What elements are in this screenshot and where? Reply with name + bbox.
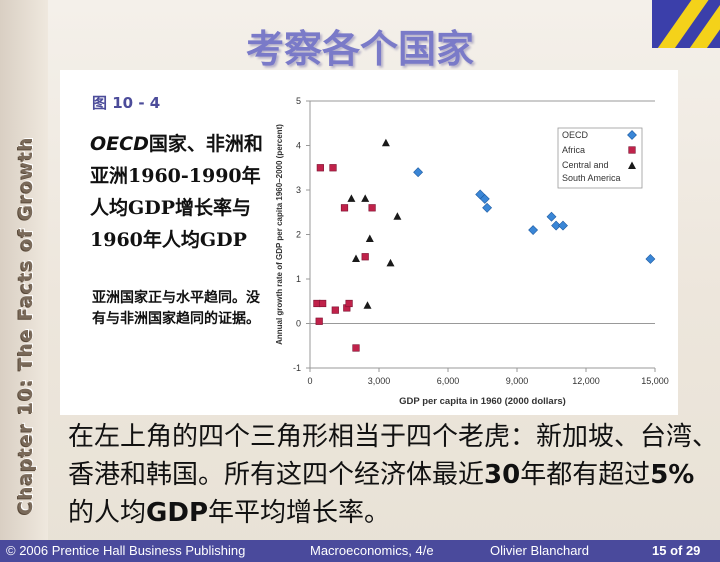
slide-title: 考察各个国家 (245, 27, 474, 71)
square-point (329, 164, 337, 172)
triangle-point (361, 194, 370, 202)
diamond-point (645, 254, 656, 264)
caption-rest: 国家、非洲和亚洲1960-1990年人均GDP增长率与1960年人均GDP (90, 133, 263, 251)
footer-page: 15 of 29 (652, 543, 701, 558)
diamond-point (528, 225, 539, 235)
scatter-chart: -1 0 1 2 3 4 5 0 3,000 6,000 9,000 12,000 15,000 GDP … (275, 96, 669, 407)
legend-triangle-marker (628, 161, 636, 169)
triangle-point (363, 301, 372, 309)
x-tick-label: 0 (307, 376, 312, 386)
body-num-5pct: 5% (650, 460, 695, 490)
slide-body-text: 在左上角的四个三角形相当于四个老虎：新加坡、台湾、香港和韩国。所有这四个经济体最… (68, 418, 718, 532)
y-tick-label: 1 (296, 274, 301, 284)
y-tick-label: 5 (296, 96, 301, 106)
caption-oecd: OECD (90, 133, 149, 155)
legend-label: Central and (562, 160, 609, 170)
footer-bar: © 2006 Prentice Hall Business Publishing… (0, 540, 720, 562)
legend-label: South America (562, 173, 621, 183)
triangle-point (386, 258, 395, 267)
diamond-point (546, 211, 557, 222)
y-tick-label: 2 (296, 230, 301, 240)
y-tick-label: -1 (293, 363, 301, 373)
y-tick-label: 4 (296, 141, 301, 151)
chart-marks (313, 138, 656, 352)
y-axis-label: Annual growth rate of GDP per capita 196… (275, 124, 284, 345)
diamond-point (413, 167, 424, 178)
triangle-point (393, 212, 402, 220)
side-strip: Chapter 10: The Facts of Growth (0, 0, 48, 540)
body-num-30: 30 (484, 460, 521, 490)
diamond-point (558, 220, 568, 231)
y-tick-label: 3 (296, 185, 301, 195)
x-tick-label: 12,000 (572, 376, 600, 386)
square-point (368, 204, 376, 212)
triangle-point (352, 254, 360, 262)
x-tick-label: 15,000 (641, 376, 669, 386)
body-part-3: 的人均 (68, 498, 147, 528)
square-point (331, 306, 339, 314)
chapter-side-title: Chapter 10: The Facts of Growth (15, 136, 37, 515)
triangle-point (381, 138, 390, 147)
x-tick-label: 6,000 (437, 376, 460, 386)
body-part-4: 年平均增长率。 (208, 498, 391, 528)
chart-axes: -1 0 1 2 3 4 5 0 3,000 6,000 9,000 12,000 15,000 GDP … (275, 96, 669, 407)
legend-diamond-marker (627, 130, 637, 140)
square-point (345, 299, 353, 308)
chart-legend: OECD Africa Central and South America (557, 127, 643, 189)
x-tick-label: 3,000 (368, 376, 391, 386)
footer-copyright: © 2006 Prentice Hall Business Publishing (6, 543, 246, 558)
figure-panel (60, 70, 678, 415)
y-tick-label: 0 (296, 319, 301, 329)
body-part-2: 年都有超过 (520, 460, 651, 490)
square-point (319, 299, 327, 308)
figure-caption: OECD国家、非洲和亚洲1960-1990年人均GDP增长率与1960年人均GD… (90, 128, 275, 256)
square-point (361, 253, 369, 261)
body-gdp: GDP (146, 498, 208, 528)
corner-decoration (652, 0, 720, 48)
square-point (340, 204, 349, 212)
body-part-1: 在左上角的四个三角形相当于四个老虎：新加坡、台湾、香港和韩国。所有这四个经济体最… (68, 422, 719, 490)
triangle-point (347, 194, 356, 202)
legend-label: OECD (562, 130, 589, 140)
figure-label: 图 10 - 4 (92, 94, 161, 112)
diamond-point (482, 202, 493, 213)
square-point (316, 164, 324, 172)
footer-author: Olivier Blanchard (490, 543, 589, 558)
x-axis-label: GDP per capita in 1960 (2000 dollars) (399, 396, 566, 407)
diamond-point (551, 220, 562, 231)
legend-label: Africa (562, 145, 585, 155)
triangle-point (365, 234, 374, 242)
square-point (315, 317, 323, 325)
legend-box (557, 127, 643, 189)
x-tick-label: 9,000 (506, 376, 529, 386)
legend-square-marker (628, 146, 636, 154)
diamond-point (479, 193, 490, 204)
footer-book: Macroeconomics, 4/e (310, 543, 434, 558)
figure-note: 亚洲国家正与水平趋同。没有与非洲国家趋同的证据。 (92, 290, 260, 327)
square-point (352, 344, 360, 352)
